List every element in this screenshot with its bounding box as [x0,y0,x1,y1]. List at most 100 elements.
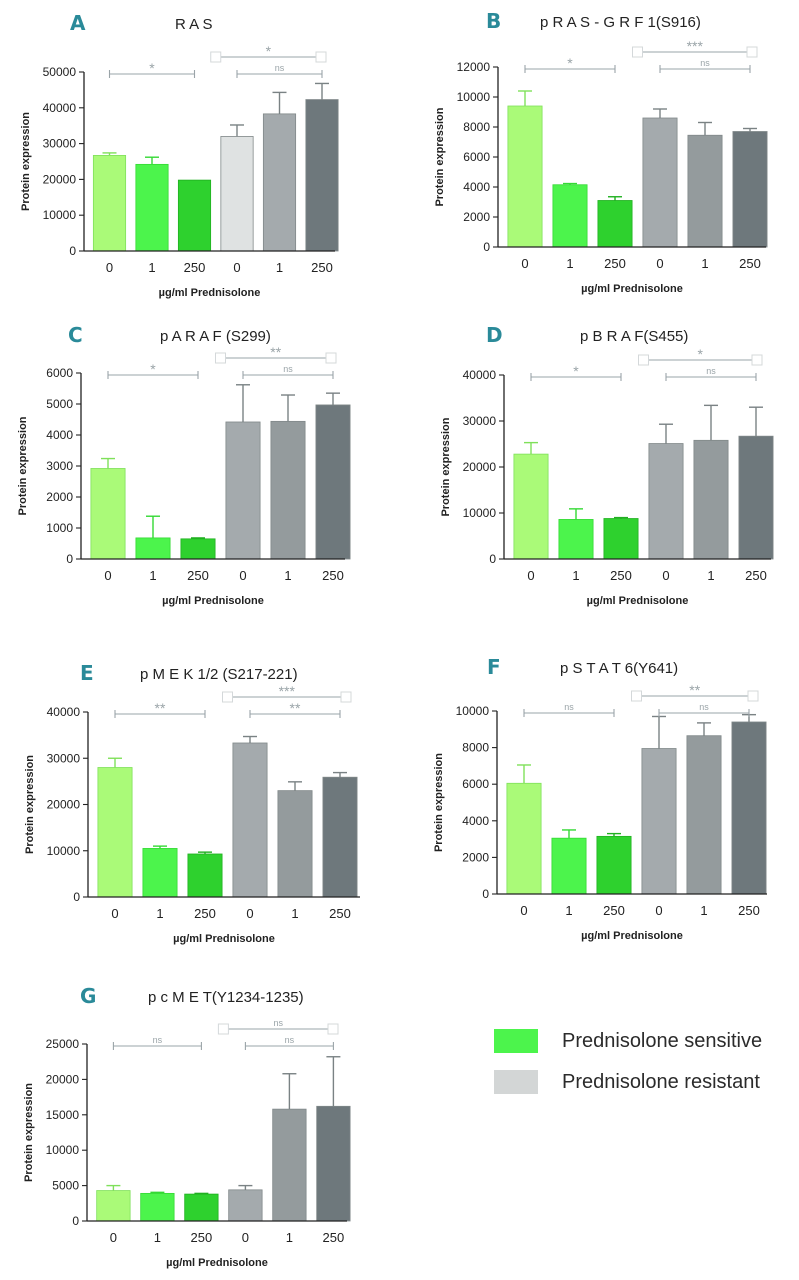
y-tick-label-f-4: 8000 [462,741,489,755]
bar-b-4 [687,134,723,248]
y-tick-label-a-3: 30000 [43,137,77,151]
y-tick-label-e-0: 0 [73,890,80,904]
legend-label-resistant: Prednisolone resistant [562,1070,760,1093]
x-axis-label-e: µg/ml Prednisolone [173,933,275,945]
sig-cap-a-2-r [315,51,327,63]
x-tick-label-f-4: 1 [700,903,707,918]
y-tick-label-g-0: 0 [72,1214,79,1228]
x-tick-label-e-4: 1 [291,906,298,921]
y-tick-label-g-2: 10000 [46,1143,80,1157]
y-tick-label-e-4: 40000 [47,705,81,719]
bar-f-1 [551,837,587,895]
sig-label-e-2: *** [279,683,296,699]
x-tick-label-e-5: 250 [329,906,351,921]
y-tick-label-a-4: 40000 [43,101,77,115]
x-tick-label-g-2: 250 [191,1230,213,1245]
bar-f-0 [506,782,542,895]
panel-e-letter: E [80,661,94,685]
sig-label-a-0: * [149,60,155,76]
x-tick-label-c-1: 1 [149,568,156,583]
y-tick-label-a-1: 10000 [43,208,77,222]
x-tick-label-f-2: 250 [603,903,625,918]
panel-e-title: p M E K 1/2 (S217-221) [140,666,298,683]
x-axis-label-g: µg/ml Prednisolone [166,1257,268,1269]
y-tick-label-c-5: 5000 [46,397,73,411]
bar-c-3 [225,421,261,560]
y-axis-label-g: Protein expression [23,1083,35,1182]
bar-d-0 [513,453,549,560]
panel-b-title: p R A S - G R F 1(S916) [540,14,701,31]
x-tick-label-g-5: 250 [323,1230,345,1245]
sig-label-f-1: ns [699,702,709,712]
x-tick-label-a-4: 1 [276,260,283,275]
panel-f-title: p S T A T 6(Y641) [560,660,678,677]
x-tick-label-f-1: 1 [565,903,572,918]
x-tick-label-f-0: 0 [520,903,527,918]
x-tick-label-b-2: 250 [604,256,626,271]
x-tick-label-e-3: 0 [246,906,253,921]
bar-c-0 [90,468,126,560]
bar-b-0 [507,105,543,248]
bar-g-0 [96,1190,131,1222]
bar-e-2 [187,853,223,898]
x-tick-label-a-5: 250 [311,260,333,275]
panel-g-title: p c M E T(Y1234-1235) [148,989,304,1006]
bar-g-4 [272,1108,307,1222]
sig-cap-c-2-l [215,352,226,364]
bar-d-5 [738,435,774,560]
x-tick-label-c-0: 0 [104,568,111,583]
x-tick-label-a-3: 0 [233,260,240,275]
y-tick-label-e-1: 10000 [47,844,81,858]
bar-a-0 [92,155,127,252]
y-tick-label-d-4: 40000 [463,368,497,382]
bar-d-2 [603,518,639,560]
sig-cap-g-2-r [327,1023,339,1035]
bar-e-4 [277,790,313,898]
x-tick-label-b-0: 0 [521,256,528,271]
y-tick-label-e-2: 20000 [47,798,81,812]
bar-c-2 [180,538,216,560]
legend-item-resistant: Prednisolone resistant [494,1070,760,1094]
x-axis-label-b: µg/ml Prednisolone [581,283,683,295]
y-tick-label-f-0: 0 [482,887,489,901]
panel-a-letter: A [70,11,86,35]
y-axis-label-b: Protein expression [434,107,446,206]
sig-label-a-1: ns [275,63,285,73]
y-tick-label-d-1: 10000 [463,506,497,520]
sig-label-c-0: * [150,361,156,377]
x-tick-label-g-1: 1 [154,1230,161,1245]
bar-d-3 [648,443,684,560]
sig-cap-b-2-l [632,46,643,58]
panel-a: A R A S 0 10000 20000 30000 40000 50000 0 1 250 0 1 2… [20,11,339,299]
y-tick-label-b-2: 4000 [463,180,490,194]
y-tick-label-g-1: 5000 [52,1179,79,1193]
y-tick-label-c-2: 2000 [46,490,73,504]
bar-g-2 [184,1193,219,1222]
y-tick-label-g-5: 25000 [46,1037,80,1051]
sig-label-g-0: ns [153,1035,163,1045]
y-tick-label-b-0: 0 [483,240,490,254]
bar-g-5 [316,1105,351,1222]
x-tick-label-a-2: 250 [184,260,206,275]
x-axis-label-d: µg/ml Prednisolone [587,595,689,607]
bar-a-4 [262,113,297,252]
sig-label-c-1: ns [283,364,293,374]
bar-c-4 [270,420,306,560]
sig-cap-d-2-r [751,354,763,366]
bar-b-5 [732,131,768,248]
legend-label-sensitive: Prednisolone sensitive [562,1029,763,1052]
x-tick-label-d-3: 0 [662,568,669,583]
bar-a-1 [135,163,169,252]
y-tick-label-b-3: 6000 [463,150,490,164]
bar-f-4 [686,735,722,895]
x-tick-label-f-3: 0 [655,903,662,918]
x-tick-label-g-4: 1 [286,1230,293,1245]
bar-b-3 [642,117,678,248]
y-tick-label-g-3: 15000 [46,1108,80,1122]
sig-label-f-0: ns [564,702,574,712]
y-tick-label-a-0: 0 [69,244,76,258]
panel-c-title: p A R A F (S299) [160,328,271,345]
x-tick-label-g-0: 0 [110,1230,117,1245]
